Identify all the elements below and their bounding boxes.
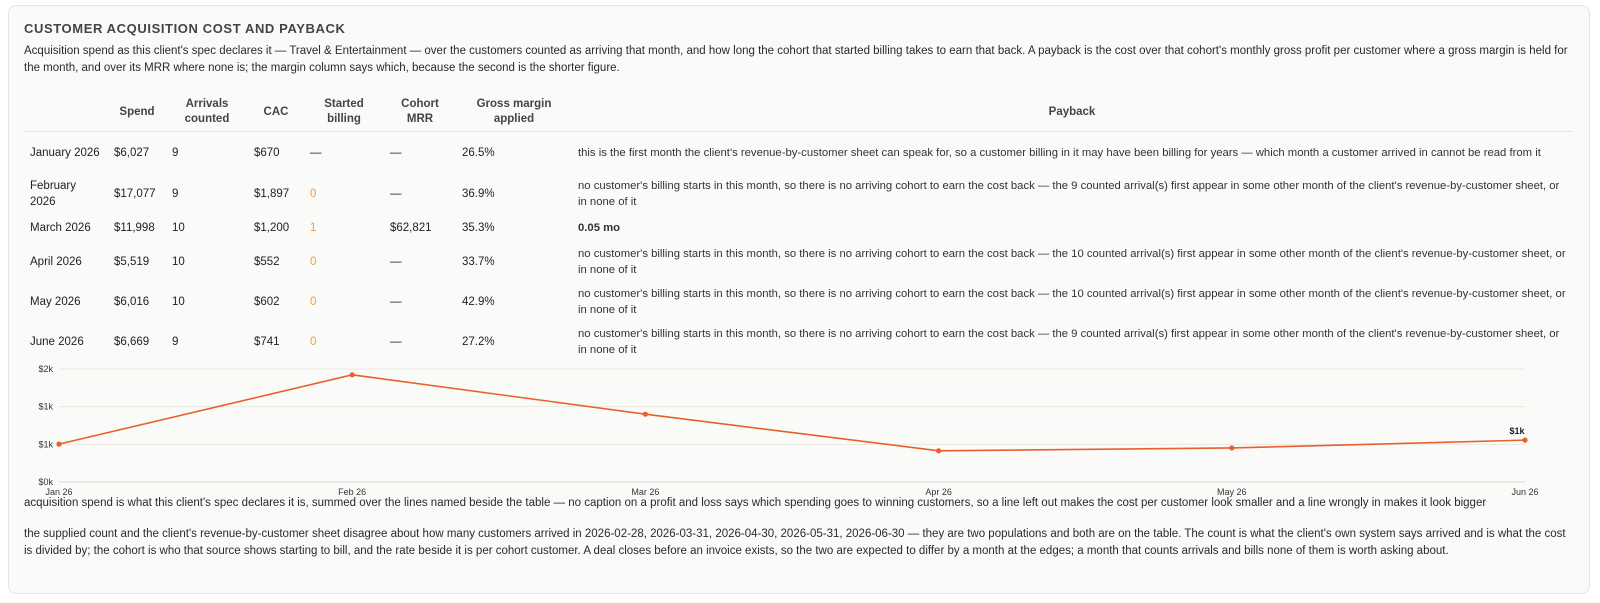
cell-cohort-mrr: — xyxy=(390,188,402,200)
table-row: June 2026 $6,669 9 $741 0 — 27.2% no cus… xyxy=(24,322,1572,362)
cell-started-billing: 0 xyxy=(310,188,317,200)
table-header-row: Spend Arrivals counted CAC Started billi… xyxy=(24,93,1572,132)
cell-payback: this is the first month the client's rev… xyxy=(578,147,1541,159)
header-cac: CAC xyxy=(248,93,304,132)
cell-started-billing: 0 xyxy=(310,296,317,308)
cell-payback: no customer's billing starts in this mon… xyxy=(578,288,1566,316)
cell-spend: $6,027 xyxy=(114,147,150,159)
cell-arrivals: 10 xyxy=(172,296,185,308)
y-tick-label: $2k xyxy=(38,364,53,374)
cell-payback: 0.05 mo xyxy=(578,222,621,234)
cell-spend: $6,016 xyxy=(114,296,150,308)
header-month xyxy=(24,93,108,132)
card-title: CUSTOMER ACQUISITION COST AND PAYBACK xyxy=(24,21,346,36)
table-row: April 2026 $5,519 10 $552 0 — 33.7% no c… xyxy=(24,242,1572,282)
cell-spend: $11,998 xyxy=(114,222,155,234)
cell-cac: $1,897 xyxy=(254,188,290,200)
cell-cac: $741 xyxy=(254,336,280,348)
cell-margin: 35.3% xyxy=(462,222,495,234)
data-point xyxy=(349,372,355,378)
cell-cohort-mrr: — xyxy=(390,336,402,348)
header-started-billing: Started billing xyxy=(304,93,384,132)
x-tick-label: Mar 26 xyxy=(631,487,659,497)
cell-month: May 2026 xyxy=(30,296,81,308)
y-tick-label: $1k xyxy=(38,402,53,412)
table-row: March 2026 $11,998 10 $1,200 1 $62,821 3… xyxy=(24,214,1572,242)
header-arrivals: Arrivals counted xyxy=(166,93,248,132)
cell-arrivals: 10 xyxy=(172,256,185,268)
card-description: Acquisition spend as this client's spec … xyxy=(24,45,1568,74)
x-tick-label: Apr 26 xyxy=(925,487,952,497)
cell-payback: no customer's billing starts in this mon… xyxy=(578,328,1560,356)
cac-line-chart: $0k $1k $1k $2k Jan 26 Feb 26 Mar 26 Apr 26 May … xyxy=(38,364,1538,497)
cac-payback-card: CUSTOMER ACQUISITION COST AND PAYBACK Ac… xyxy=(8,5,1590,594)
data-point xyxy=(642,411,649,417)
y-tick-label: $1k xyxy=(38,439,53,449)
cell-margin: 42.9% xyxy=(462,296,495,308)
cell-arrivals: 9 xyxy=(172,147,179,159)
x-tick-label: May 26 xyxy=(1217,487,1247,497)
x-tick-label: Jun 26 xyxy=(1511,487,1538,497)
cell-month: March 2026 xyxy=(30,222,91,234)
cell-margin: 36.9% xyxy=(462,188,495,200)
x-tick-label: Feb 26 xyxy=(338,487,366,497)
data-point xyxy=(1522,437,1528,443)
cell-started-billing: 0 xyxy=(310,336,317,348)
cell-month: June 2026 xyxy=(30,336,84,348)
cell-margin: 27.2% xyxy=(462,336,495,348)
footnote-count: the supplied count and the client's reve… xyxy=(24,528,1566,557)
table-row: February 2026 $17,077 9 $1,897 0 — 36.9%… xyxy=(24,174,1572,214)
data-point xyxy=(56,441,62,447)
cell-cohort-mrr: — xyxy=(390,296,402,308)
cell-arrivals: 10 xyxy=(172,222,185,234)
cell-spend: $5,519 xyxy=(114,256,150,268)
data-point xyxy=(936,448,942,454)
header-spend: Spend xyxy=(108,93,166,132)
cac-table: Spend Arrivals counted CAC Started billi… xyxy=(24,93,1572,362)
cell-spend: $17,077 xyxy=(114,188,156,200)
cell-arrivals: 9 xyxy=(172,336,179,348)
footnote-spend: acquisition spend is what this client's … xyxy=(24,497,1487,509)
cell-month: February 2026 xyxy=(30,180,77,208)
cell-arrivals: 9 xyxy=(172,188,179,200)
data-point xyxy=(1229,445,1235,451)
cell-spend: $6,669 xyxy=(114,336,150,348)
cell-margin: 33.7% xyxy=(462,256,495,268)
cell-month: April 2026 xyxy=(30,256,82,268)
cell-started-billing: 1 xyxy=(310,222,317,234)
cell-cac: $670 xyxy=(254,147,280,159)
cell-cohort-mrr: — xyxy=(390,147,402,159)
cell-month: January 2026 xyxy=(30,147,100,159)
table-row: January 2026 $6,027 9 $670 — — 26.5% thi… xyxy=(24,132,1572,175)
header-payback: Payback xyxy=(572,93,1572,132)
series-line xyxy=(58,374,1526,452)
x-tick-label: Jan 26 xyxy=(45,487,72,497)
end-value-label: $1k xyxy=(1509,426,1525,436)
cell-started-billing: — xyxy=(310,147,322,159)
cell-payback: no customer's billing starts in this mon… xyxy=(578,248,1566,276)
cell-cac: $1,200 xyxy=(254,222,290,234)
y-tick-label: $0k xyxy=(38,477,53,487)
cell-margin: 26.5% xyxy=(462,147,495,159)
cell-started-billing: 0 xyxy=(310,256,317,268)
table-row: May 2026 $6,016 10 $602 0 — 42.9% no cus… xyxy=(24,282,1572,322)
cell-cohort-mrr: — xyxy=(390,256,402,268)
header-cohort-mrr: Cohort MRR xyxy=(384,93,456,132)
cell-payback: no customer's billing starts in this mon… xyxy=(578,180,1560,208)
cell-cohort-mrr: $62,821 xyxy=(390,222,432,234)
cell-cac: $552 xyxy=(254,256,280,268)
cell-cac: $602 xyxy=(254,296,280,308)
header-gross-margin: Gross margin applied xyxy=(456,93,572,132)
